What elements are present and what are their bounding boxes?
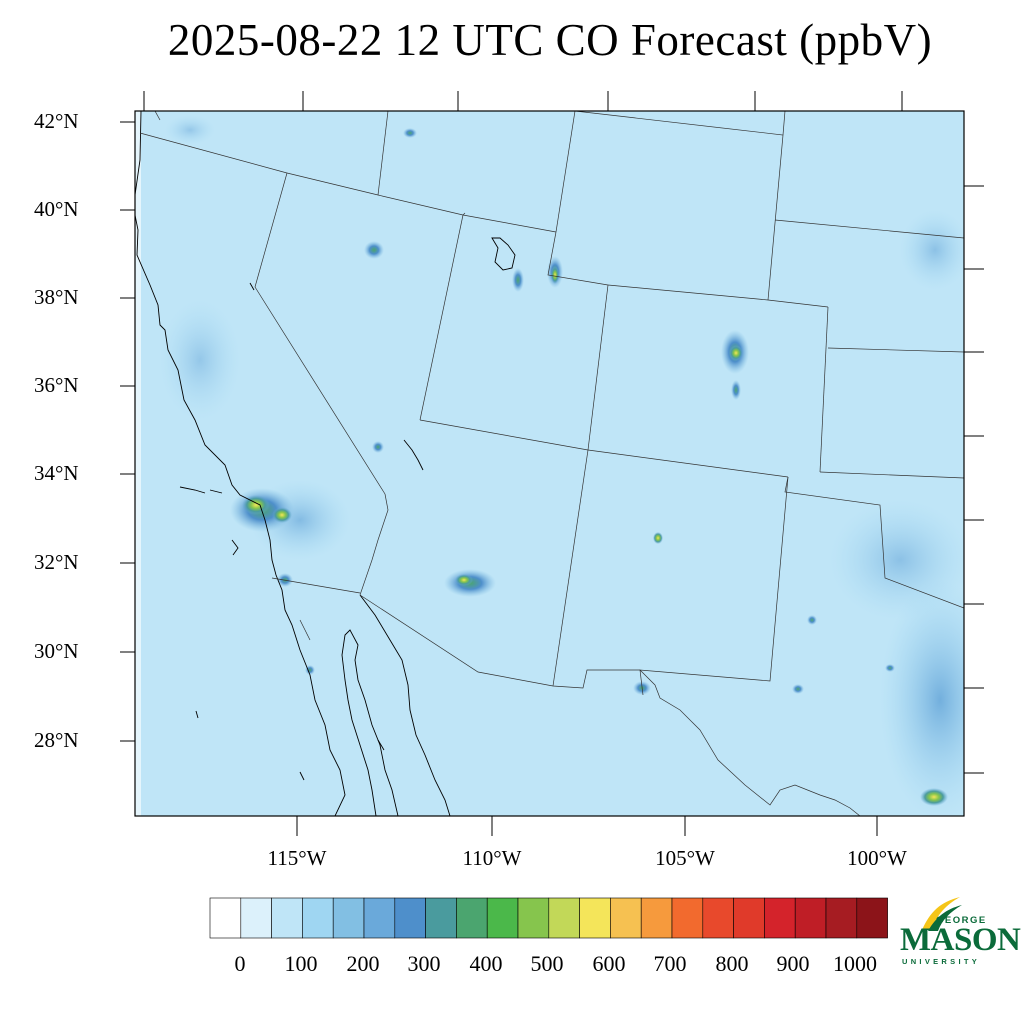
colorbar-swatch — [856, 897, 888, 939]
lon-label: 115°W — [267, 846, 327, 870]
lon-label: 110°W — [462, 846, 522, 870]
lat-label: 28°N — [34, 728, 79, 752]
state-borders — [139, 111, 964, 816]
co-field — [135, 111, 964, 816]
logo-swoosh — [922, 897, 962, 931]
colorbar-swatch — [456, 897, 488, 939]
colorbar-swatch — [517, 897, 550, 939]
colorbar-swatch — [825, 897, 858, 939]
colorbar-swatch — [640, 897, 673, 939]
map-frame — [134, 110, 965, 817]
colorbar-swatch — [332, 897, 365, 939]
logo-text-top: GEORGE — [936, 915, 987, 926]
colorbar-label: 700 — [653, 951, 687, 976]
lat-label: 30°N — [34, 639, 79, 663]
colorbar-label: 0 — [234, 951, 246, 976]
lat-label: 40°N — [34, 197, 79, 221]
lon-label: 100°W — [847, 846, 907, 870]
colorbar-swatch — [302, 897, 334, 939]
colorbar-label: 300 — [407, 951, 441, 976]
gmu-logo: GEORGE MASON UNIVERSITY — [898, 895, 1021, 970]
coastline — [135, 111, 516, 816]
colorbar-swatch — [271, 897, 303, 939]
lat-label: 38°N — [34, 285, 79, 309]
lat-label: 36°N — [34, 373, 79, 397]
colorbar-label: 100 — [284, 951, 318, 976]
colorbar-swatch — [579, 897, 611, 939]
lat-label: 42°N — [34, 109, 79, 133]
colorbar-label: 500 — [530, 951, 564, 976]
map-title: 2025-08-22 12 UTC CO Forecast (ppbV) — [167, 15, 933, 65]
axis-ticks — [120, 91, 984, 836]
colorbar-swatch — [548, 897, 580, 939]
logo-text-main: MASON — [900, 922, 1021, 958]
colorbar-label: 1000 — [833, 951, 877, 976]
colorbar-label: 600 — [592, 951, 626, 976]
colorbar-swatch — [702, 897, 734, 939]
lat-label: 32°N — [34, 550, 79, 574]
lon-label: 105°W — [655, 846, 715, 870]
colorbar-swatch — [394, 897, 426, 939]
colorbar-swatch — [794, 897, 827, 939]
colorbar-swatch — [425, 897, 457, 939]
colorbar-swatch — [240, 897, 272, 939]
colorbar-swatch — [671, 897, 704, 939]
logo-text-bottom: UNIVERSITY — [902, 957, 981, 966]
colorbar-label: 400 — [469, 951, 503, 976]
colorbar-swatch — [610, 897, 642, 939]
colorbar-swatch — [363, 897, 396, 939]
colorbar-swatch — [764, 897, 796, 939]
colorbar — [209, 897, 888, 939]
colorbar-swatch — [733, 897, 765, 939]
colorbar-swatch — [486, 897, 519, 939]
colorbar-label: 800 — [715, 951, 749, 976]
lat-label: 34°N — [34, 461, 79, 485]
colorbar-label: 200 — [346, 951, 380, 976]
colorbar-swatch — [209, 897, 242, 939]
colorbar-label: 900 — [776, 951, 810, 976]
